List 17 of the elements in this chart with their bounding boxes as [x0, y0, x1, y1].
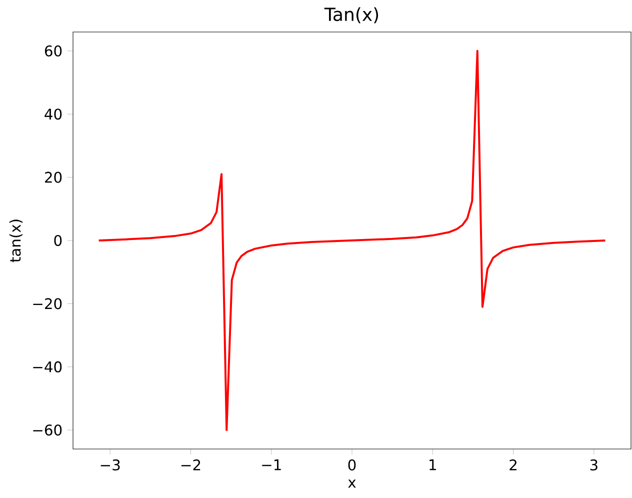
x-tick-label: −2	[181, 459, 200, 470]
y-tick-label: 0	[54, 234, 62, 246]
x-tick-label: −3	[100, 459, 120, 470]
x-tick-label: 0	[348, 459, 356, 470]
x-tick-label: 2	[510, 459, 516, 470]
x-axis-title: x	[348, 480, 356, 488]
y-tick-label: 40	[44, 108, 62, 120]
y-tick-label: 20	[45, 172, 62, 183]
chart-title: Tan(x)	[324, 7, 378, 24]
y-tick-label: −60	[33, 424, 62, 436]
x-tick-label: 3	[590, 459, 598, 470]
y-tick-label: −20	[33, 298, 62, 310]
x-tick-label: −1	[262, 459, 281, 470]
y-tick-label: −40	[33, 361, 62, 372]
y-tick-label: 60	[44, 45, 62, 56]
y-axis-title: tan(x)	[9, 220, 22, 262]
x-tick-label: 1	[430, 459, 436, 470]
